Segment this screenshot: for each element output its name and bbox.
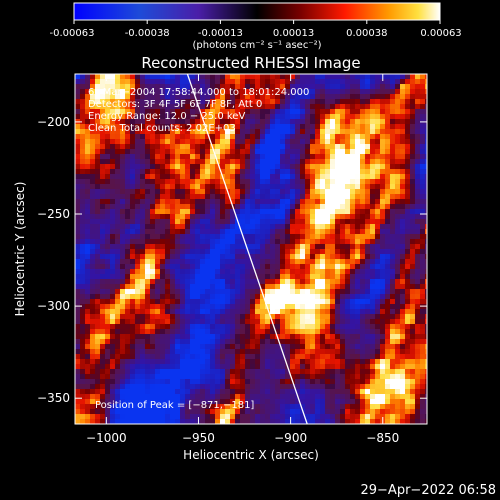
axis-ticks: −1000 −950 −900 −850 −200 −250 −300 −350 — [37, 74, 427, 445]
x-tick-label: −950 — [182, 431, 215, 445]
colorbar-tick-label: 0.00038 — [346, 28, 387, 39]
colorbar-tick-label: 0.00013 — [273, 28, 314, 39]
colorbar — [73, 2, 441, 21]
y-tick-label: −250 — [37, 207, 70, 221]
annotation-block: 6−Mar−2004 17:58:44.000 to 18:01:24.000D… — [88, 87, 309, 134]
chart-title: Reconstructed RHESSI Image — [141, 54, 360, 72]
y-tick-label: −350 — [37, 391, 70, 405]
x-tick-label: −900 — [274, 431, 307, 445]
peak-position-label: Position of Peak = [−871,−181] — [95, 400, 254, 411]
x-tick-label: −1000 — [86, 431, 127, 445]
plot-frame — [74, 73, 428, 425]
y-tick-label: −200 — [37, 115, 70, 129]
x-tick-label: −850 — [366, 431, 399, 445]
y-tick-label: −300 — [37, 299, 70, 313]
annotation-line: 6−Mar−2004 17:58:44.000 to 18:01:24.000 — [88, 87, 309, 98]
heatmap-image — [75, 74, 427, 424]
solar-limb-line — [186, 74, 308, 424]
annotation-line: Clean Total counts: 2.02E+03 — [88, 123, 236, 134]
colorbar-ticks: -0.00063 -0.00038 -0.00013 0.00013 0.00038 0.… — [50, 20, 462, 39]
footer-timestamp: 29−Apr−2022 06:58 — [361, 483, 497, 498]
colorbar-tick-label: -0.00038 — [125, 28, 170, 39]
colorbar-tick-label: -0.00013 — [198, 28, 243, 39]
annotation-line: Energy Range: 12.0 − 25.0 keV — [88, 111, 245, 122]
annotation-line: Detectors: 3F 4F 5F 6F 7F 8F, Att 0 — [88, 99, 262, 110]
x-axis-label: Heliocentric X (arcsec) — [183, 448, 319, 462]
colorbar-tick-label: -0.00063 — [50, 28, 95, 39]
colorbar-units: (photons cm⁻² s⁻¹ asec⁻²) — [192, 40, 321, 51]
y-axis-label: Heliocentric Y (arcsec) — [13, 182, 27, 317]
colorbar-tick-label: 0.00063 — [420, 28, 461, 39]
